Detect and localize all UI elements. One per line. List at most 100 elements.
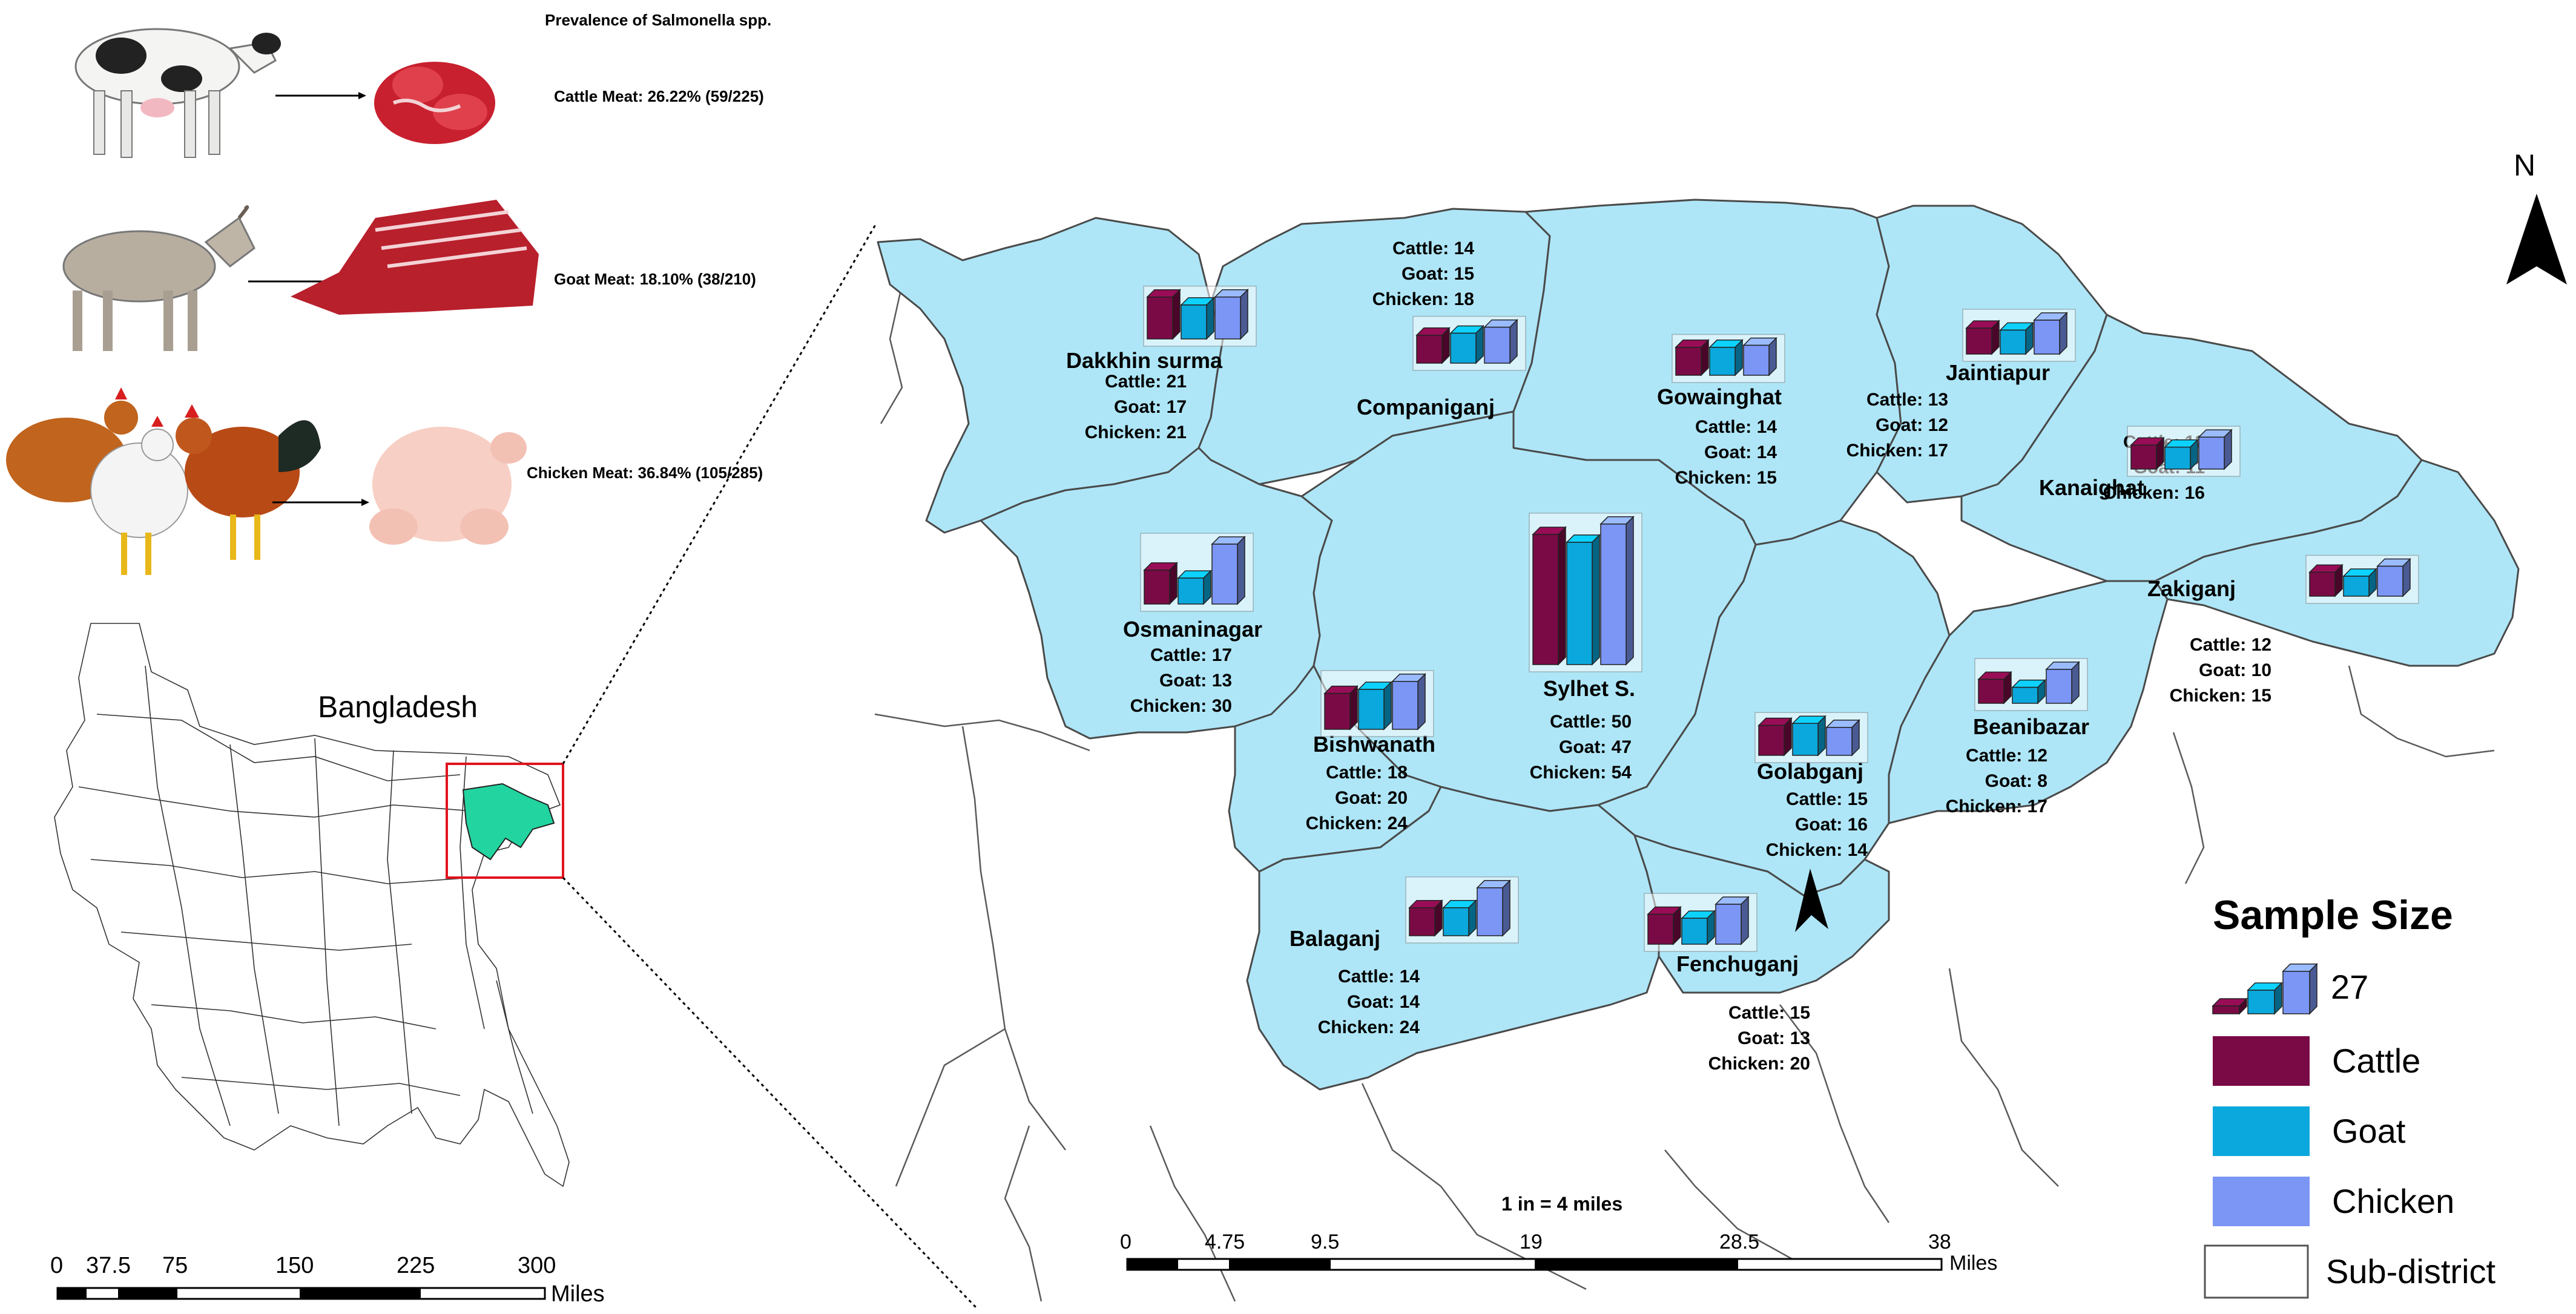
legend-size-bar-chicken xyxy=(2282,962,2318,1015)
chart-dakkhin-surma-chart xyxy=(1143,285,1257,347)
subdistrict-name-kanaighat: Kanaighat xyxy=(2039,475,2144,500)
chart-osmaninagar-chart xyxy=(1140,533,1254,612)
sample-count-zakiganj-cattle: Cattle: 12 xyxy=(2190,635,2271,655)
sample-count-golabganj-chicken: Chicken: 14 xyxy=(1766,840,1868,860)
north-arrow: N xyxy=(2506,148,2567,284)
inset-scale-tick-5: 300 xyxy=(518,1253,556,1278)
sylhet-highlight xyxy=(462,783,555,861)
inset-scale-unit: Miles xyxy=(551,1281,605,1307)
legend-size-bar-cattle xyxy=(2212,997,2248,1015)
chart-sylhet-s-bar-chicken xyxy=(1599,515,1635,666)
study-area-box xyxy=(446,763,564,879)
chart-fenchuganj-bar-chicken xyxy=(1715,896,1750,945)
sample-count-beanibazar-chicken: Chicken: 17 xyxy=(1946,797,2047,816)
chart-companiganj-bar-chicken xyxy=(1483,318,1518,364)
chart-osmaninagar-bar-chicken xyxy=(1211,536,1246,605)
chart-beanibazar-bar-chicken xyxy=(2045,661,2080,705)
sample-count-fenchuganj-goat: Goat: 13 xyxy=(1738,1028,1810,1048)
sample-count-sylhet-s-cattle: Cattle: 50 xyxy=(1550,712,1632,732)
sample-count-golabganj-cattle: Cattle: 15 xyxy=(1786,789,1868,809)
chart-osmaninagar-bar-goat xyxy=(1177,570,1212,605)
chart-sylhet-s-bar-cattle xyxy=(1532,526,1567,666)
prevalence-chicken: Chicken Meat: 36.84% (105/285) xyxy=(527,464,763,482)
chart-jaintiapur-bar-goat xyxy=(1999,321,2034,355)
legend-swatch-chicken xyxy=(2213,1177,2310,1226)
prevalence-cattle: Cattle Meat: 26.22% (59/225) xyxy=(554,87,764,105)
map-scale-unit: Miles xyxy=(1949,1252,1997,1275)
legend-size-chart xyxy=(2212,962,2318,1015)
chart-gowainghat-bar-chicken xyxy=(1742,337,1777,376)
legend-size-value: 27 xyxy=(2331,968,2368,1006)
chart-jaintiapur-bar-chicken xyxy=(2033,312,2068,355)
sample-count-osmaninagar-goat: Goat: 13 xyxy=(1159,671,1232,691)
map-scale-tick-4: 28.5 xyxy=(1719,1230,1759,1253)
sample-count-balaganj-goat: Goat: 14 xyxy=(1347,992,1420,1012)
chart-kanaighat-chart xyxy=(2127,425,2241,477)
sample-count-gowainghat-goat: Goat: 14 xyxy=(1704,442,1777,462)
chart-balaganj-chart xyxy=(1405,876,1519,944)
sample-count-beanibazar-goat: Goat: 8 xyxy=(1985,771,2047,791)
beef-icon xyxy=(374,62,495,144)
subdistrict-name-beanibazar: Beanibazar xyxy=(1973,714,2089,739)
legend: Sample Size 27 Cattle Goat Chicken Sub-d… xyxy=(2204,892,2496,1299)
subdistrict-name-jaintiapur: Jaintiapur xyxy=(1946,360,2050,385)
sample-count-jaintiapur-chicken: Chicken: 17 xyxy=(1846,441,1948,461)
inset-scale-tick-0: 0 xyxy=(50,1253,63,1278)
location-arrow-icon xyxy=(1795,869,1828,932)
legend-label-goat: Goat xyxy=(2332,1112,2406,1150)
prevalence-panel: Prevalence of Salmonella spp. Cattle Mea… xyxy=(6,11,771,575)
sample-count-balaganj-chicken: Chicken: 24 xyxy=(1318,1017,1420,1037)
chart-beanibazar-bar-goat xyxy=(2011,678,2046,705)
prevalence-title: Prevalence of Salmonella spp. xyxy=(545,11,771,29)
chart-balaganj-bar-cattle xyxy=(1408,899,1443,937)
chart-golabganj-bar-cattle xyxy=(1757,717,1793,757)
chart-kanaighat-bar-chicken xyxy=(2198,429,2233,470)
subdistrict-name-golabganj: Golabganj xyxy=(1757,759,1863,784)
bangladesh-outline xyxy=(54,623,570,1188)
chart-companiganj-bar-cattle xyxy=(1415,326,1451,364)
sample-count-balaganj-cattle: Cattle: 14 xyxy=(1338,967,1420,987)
inset-scale-tick-4: 225 xyxy=(397,1253,435,1278)
inset-scale-bar: 0 37.5 75 150 225 300 Miles xyxy=(50,1253,605,1307)
legend-label-subdistrict: Sub-district xyxy=(2326,1252,2496,1290)
chart-companiganj-bar-goat xyxy=(1449,324,1484,364)
goat-meat-icon xyxy=(291,200,539,315)
sample-count-bishwanath-chicken: Chicken: 24 xyxy=(1306,813,1408,833)
cow-icon xyxy=(74,28,281,158)
chart-beanibazar-bar-cattle xyxy=(1977,671,2012,705)
sample-count-jaintiapur-cattle: Cattle: 13 xyxy=(1866,390,1948,410)
map-scale-tick-1: 4.75 xyxy=(1205,1230,1245,1253)
chart-bishwanath-bar-chicken xyxy=(1391,672,1426,731)
map-scale-tick-0: 0 xyxy=(1120,1230,1132,1253)
north-label: N xyxy=(2514,148,2535,182)
chart-gowainghat-bar-cattle xyxy=(1675,338,1710,376)
chart-zakiganj-chart xyxy=(2305,554,2419,604)
bangladesh-internal-borders xyxy=(78,665,533,1126)
chart-golabganj-bar-goat xyxy=(1791,715,1827,757)
sample-count-osmaninagar-chicken: Chicken: 30 xyxy=(1130,696,1232,716)
chart-golabganj-chart xyxy=(1754,712,1868,763)
subdistrict-name-zakiganj: Zakiganj xyxy=(2147,576,2236,601)
sample-count-osmaninagar-cattle: Cattle: 17 xyxy=(1150,645,1232,665)
sample-count-beanibazar-cattle: Cattle: 12 xyxy=(1966,746,2047,766)
sample-count-zakiganj-chicken: Chicken: 15 xyxy=(2170,686,2271,706)
raw-chicken-icon xyxy=(369,427,527,545)
inset-scale-tick-3: 150 xyxy=(275,1253,314,1278)
sample-bar-charts xyxy=(1140,285,2419,952)
chart-companiganj-chart xyxy=(1412,315,1526,371)
sample-count-fenchuganj-cattle: Cattle: 15 xyxy=(1728,1003,1810,1023)
sample-count-sylhet-s-goat: Goat: 47 xyxy=(1559,737,1632,757)
legend-swatch-cattle xyxy=(2213,1036,2310,1086)
subdistrict-name-dakkhin-surma: Dakkhin surma xyxy=(1066,348,1223,373)
subdistrict-name-sylhet-s: Sylhet S. xyxy=(1543,676,1635,701)
main-scale-bar: 1 in = 4 miles 0 4.75 9.5 19 28.5 38 Mil… xyxy=(1120,1193,1997,1275)
legend-title: Sample Size xyxy=(2213,892,2453,938)
chart-bishwanath-bar-cattle xyxy=(1323,685,1359,731)
country-label: Bangladesh xyxy=(318,690,478,724)
chart-dakkhin-surma-bar-goat xyxy=(1180,297,1215,340)
chart-golabganj-bar-chicken xyxy=(1825,718,1860,757)
chart-zakiganj-bar-cattle xyxy=(2308,563,2344,597)
chart-bishwanath-chart xyxy=(1320,670,1434,737)
chart-bishwanath-bar-goat xyxy=(1357,681,1392,731)
